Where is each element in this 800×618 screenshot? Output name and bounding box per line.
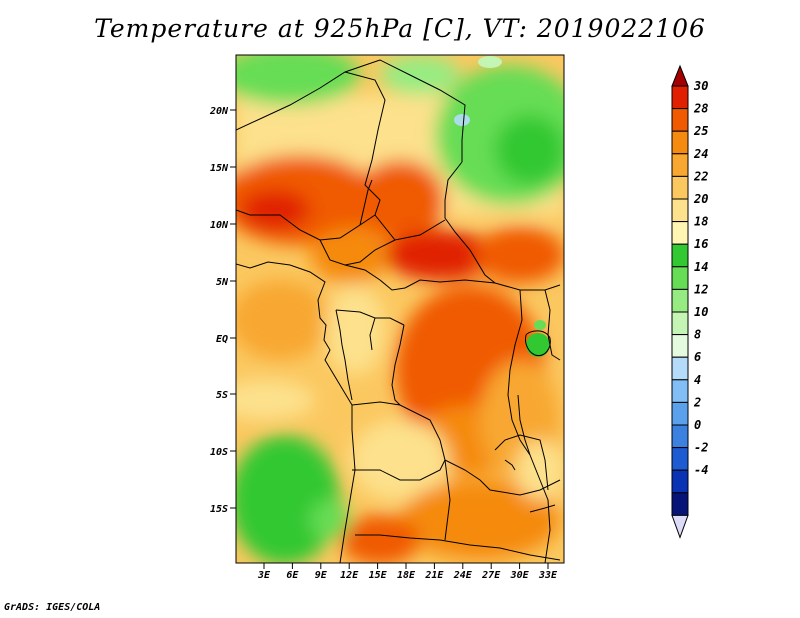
colorbar-segment xyxy=(671,334,689,358)
colorbar-label: 25 xyxy=(693,124,708,138)
colorbar-label: 28 xyxy=(693,102,708,116)
colorbar-segment xyxy=(671,447,689,471)
lat-label: 20N xyxy=(209,106,229,117)
longitude-axis: 3E 6E 9E 12E 15E 18E 21E 24E 27E 30E 33E xyxy=(257,563,558,581)
colorbar-segment xyxy=(671,64,689,87)
lat-label: 15S xyxy=(210,504,228,515)
lat-label: 15N xyxy=(210,163,229,174)
colorbar-label: 0 xyxy=(694,418,701,432)
colorbar-segment xyxy=(671,356,689,381)
colorbar-segment xyxy=(671,401,689,426)
latitude-axis: 20N 15N 10N 5N EQ 5S 10S 15S xyxy=(209,106,236,515)
colorbar-segment xyxy=(671,85,689,110)
lon-label: 12E xyxy=(340,570,359,581)
colorbar-segment xyxy=(671,221,689,245)
temperature-field xyxy=(236,55,564,563)
colorbar-label: -4 xyxy=(694,463,708,477)
map-frame xyxy=(235,54,565,564)
colorbar-label: 4 xyxy=(694,373,701,387)
colorbar-label: 12 xyxy=(694,282,708,296)
colorbar-segment xyxy=(671,198,689,223)
lat-label: 5N xyxy=(216,277,229,288)
map-title: Temperature at 925hPa [C], VT: 201902210… xyxy=(94,14,706,43)
colorbar-label: 18 xyxy=(694,215,708,229)
colorbar-segment xyxy=(671,108,689,132)
colorbar-segment xyxy=(671,153,689,177)
lon-label: 27E xyxy=(481,570,501,581)
colorbar-label: 2 xyxy=(693,395,701,409)
colorbar-label: 14 xyxy=(694,260,708,274)
lon-label: 6E xyxy=(286,570,299,581)
colorbar-label: 6 xyxy=(694,350,701,364)
colorbar-label: 8 xyxy=(694,328,701,342)
colorbar-segment xyxy=(671,288,689,313)
lat-label: 10N xyxy=(210,220,229,231)
colorbar-label: 10 xyxy=(694,305,708,319)
grads-credit: GrADS: IGES/COLA xyxy=(4,602,101,613)
colorbar-segment xyxy=(671,514,689,539)
colorbar-label: 22 xyxy=(693,169,708,183)
lon-label: 33E xyxy=(538,570,558,581)
lon-label: 24E xyxy=(453,570,473,581)
colorbar-segment xyxy=(671,469,689,494)
lon-label: 15E xyxy=(369,570,388,581)
lon-label: 30E xyxy=(510,570,530,581)
lat-label: 5S xyxy=(216,390,228,401)
colorbar-label: -2 xyxy=(694,441,708,455)
colorbar-segment xyxy=(671,424,689,449)
colorbar-label: 30 xyxy=(693,79,708,93)
colorbar-segment xyxy=(671,266,689,290)
colorbar-segment xyxy=(671,311,689,336)
colorbar-label: 16 xyxy=(694,237,708,251)
colorbar-segment xyxy=(671,243,689,268)
colorbar-segment xyxy=(671,175,689,200)
colorbar-label: 20 xyxy=(693,192,708,206)
colorbar-segment xyxy=(671,492,689,516)
lat-label: EQ xyxy=(216,334,228,345)
lon-label: 21E xyxy=(424,570,444,581)
colorbar-label: 24 xyxy=(693,147,708,161)
lon-label: 3E xyxy=(257,570,271,581)
lon-label: 18E xyxy=(397,570,416,581)
lon-label: 9E xyxy=(315,570,328,581)
colorbar-segment xyxy=(671,379,689,403)
lat-label: 10S xyxy=(210,447,228,458)
colorbar-segment xyxy=(671,130,689,155)
country-borders xyxy=(236,59,561,563)
